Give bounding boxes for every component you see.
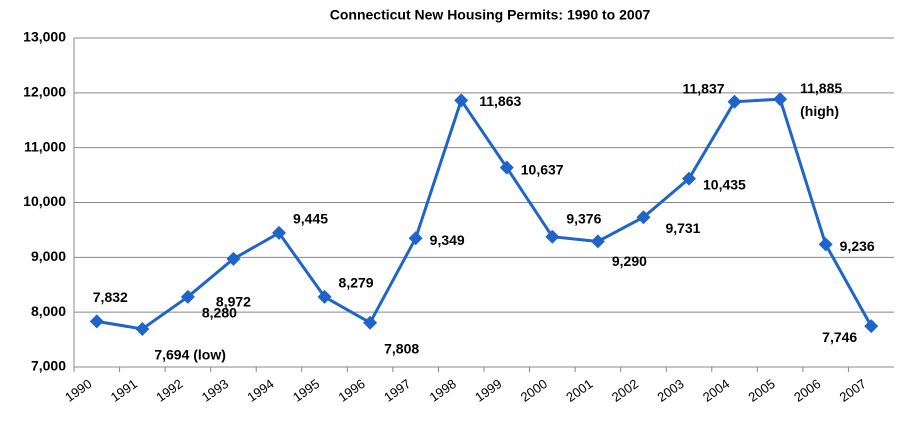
y-tick-label: 13,000 [23,29,66,45]
x-tick-label: 2004 [700,376,732,405]
x-tick-label: 2002 [609,376,641,405]
marker [818,237,833,252]
data-label: 11,885 (high) [800,80,842,119]
x-tick-label: 2005 [746,376,778,405]
marker [727,94,742,109]
marker [317,289,332,304]
marker [272,225,286,240]
data-label-line: 11,885 [800,80,842,96]
marker [864,319,879,334]
x-tick-label: 2000 [518,376,550,405]
chart-title: Connecticut New Housing Permits: 1990 to… [330,7,651,23]
x-tick-label: 1998 [427,376,459,405]
data-label: 9,376 [566,210,601,226]
data-label: 7,694 (low) [154,347,226,363]
x-tick-label: 2001 [563,376,595,405]
marker [363,315,378,330]
data-label: 9,445 [293,211,328,227]
data-label: 7,832 [93,289,128,305]
data-label: 7,808 [384,340,419,356]
x-tick-label: 1992 [153,376,185,405]
y-tick-label: 7,000 [31,358,66,374]
data-label: 9,236 [840,238,875,254]
x-tick-label: 2003 [654,376,686,405]
x-tick-label: 1997 [381,376,413,405]
marker [135,321,150,336]
data-label: 9,349 [430,232,465,248]
x-tick-label: 1991 [108,376,140,405]
marker [590,234,605,249]
marker [454,93,469,108]
data-label: 8,280 [202,305,237,321]
x-tick-label: 2006 [791,376,823,405]
y-tick-label: 9,000 [31,248,66,264]
data-label: 8,972 [216,294,251,310]
marker [408,231,423,246]
data-label: 8,279 [339,275,374,291]
marker [773,92,788,107]
x-tick-label: 1990 [62,376,94,405]
x-tick-label: 1996 [336,376,368,405]
data-label: 9,731 [665,220,700,236]
data-label: 10,637 [521,161,564,177]
x-tick-label: 1999 [472,376,504,405]
x-tick-label: 1995 [290,376,322,405]
marker [226,251,241,266]
marker [89,314,104,329]
marker [180,289,195,304]
marker [545,229,560,244]
data-label: 10,435 [703,176,746,192]
x-tick-label: 2007 [837,376,869,405]
y-tick-label: 12,000 [23,84,66,100]
data-label: 7,746 [822,329,857,345]
x-tick-label: 1993 [199,376,231,405]
marker [682,171,696,186]
marker [499,160,514,175]
data-label-line: (high) [800,103,839,119]
y-tick-label: 11,000 [24,138,66,154]
x-tick-label: 1994 [244,376,276,405]
series-line [96,96,873,331]
data-label: 11,863 [479,93,521,109]
marker [636,210,651,225]
data-label: 9,290 [612,253,647,269]
data-label: 11,837 [682,80,724,96]
y-tick-label: 10,000 [23,193,66,209]
y-tick-label: 8,000 [31,303,66,319]
